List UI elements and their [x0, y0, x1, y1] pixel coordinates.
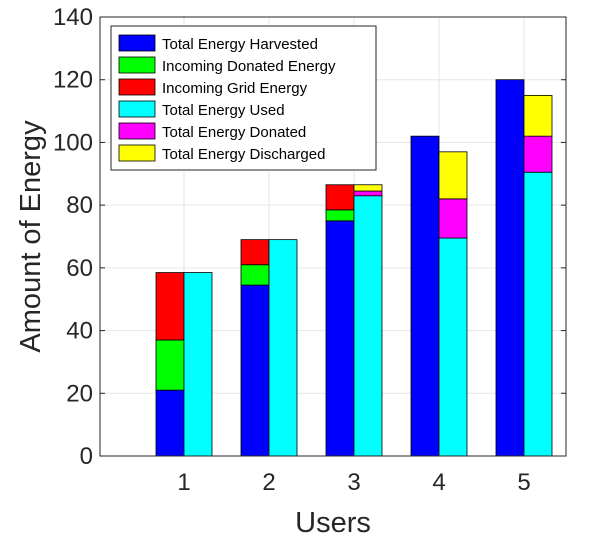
- y-tick-label: 100: [53, 129, 93, 156]
- y-tick-label: 120: [53, 67, 93, 94]
- y-tick-label: 20: [66, 380, 93, 407]
- bar-segment: [410, 135, 440, 457]
- bar-segment: [240, 264, 270, 286]
- x-tick-labels: 1 2 3 4 5: [177, 451, 531, 496]
- legend-label: Total Energy Harvested: [162, 36, 318, 53]
- bars: [155, 79, 553, 457]
- bar-segment: [183, 272, 213, 457]
- bar-segment: [523, 94, 553, 137]
- bar-segment: [325, 184, 355, 211]
- bar-segment: [353, 195, 383, 457]
- y-tick-label: 0: [80, 443, 93, 470]
- bar-segment: [438, 151, 468, 200]
- legend: Total Energy Harvested Incoming Donated E…: [110, 25, 377, 171]
- bar-segment: [523, 135, 553, 173]
- bar-segment: [353, 184, 383, 192]
- x-tick-label: 2: [262, 469, 275, 496]
- bar-segment: [523, 171, 553, 457]
- y-axis-title: Amount of Energy: [15, 120, 47, 353]
- y-tick-label: 40: [66, 318, 93, 345]
- legend-label: Total Energy Used: [162, 102, 285, 119]
- bar-segment: [495, 79, 525, 457]
- y-tick-label: 80: [66, 192, 93, 219]
- y-tick-label: 60: [66, 255, 93, 282]
- bar-segment: [438, 237, 468, 457]
- bar-segment: [155, 339, 185, 391]
- legend-label: Total Energy Donated: [162, 124, 306, 141]
- bar-segment: [325, 220, 355, 457]
- bar-segment: [240, 239, 270, 266]
- legend-label: Incoming Grid Energy: [162, 80, 308, 97]
- legend-swatch: [118, 144, 156, 162]
- legend-swatch: [118, 34, 156, 52]
- x-tick-label: 3: [347, 469, 360, 496]
- legend-swatch: [118, 56, 156, 74]
- y-tick-label: 140: [53, 4, 93, 31]
- bar-segment: [268, 239, 298, 457]
- legend-swatch: [118, 78, 156, 96]
- bar-segment: [155, 389, 185, 457]
- y-tick-labels: 0 20 40 60 80 100 120 140: [53, 4, 566, 470]
- legend-label: Total Energy Discharged: [162, 146, 325, 163]
- bar-segment: [353, 190, 383, 197]
- legend-label: Incoming Donated Energy: [162, 58, 336, 75]
- x-axis-title: Users: [295, 507, 371, 539]
- bar-segment: [438, 198, 468, 239]
- bar-segment: [325, 209, 355, 222]
- bar-segment: [155, 272, 185, 341]
- legend-swatch: [118, 100, 156, 118]
- bar-segment: [240, 284, 270, 457]
- legend-swatch: [118, 122, 156, 140]
- x-tick-label: 4: [432, 469, 445, 496]
- plot-frame: [99, 16, 567, 457]
- x-tick-label: 1: [177, 469, 190, 496]
- x-tick-label: 5: [517, 469, 530, 496]
